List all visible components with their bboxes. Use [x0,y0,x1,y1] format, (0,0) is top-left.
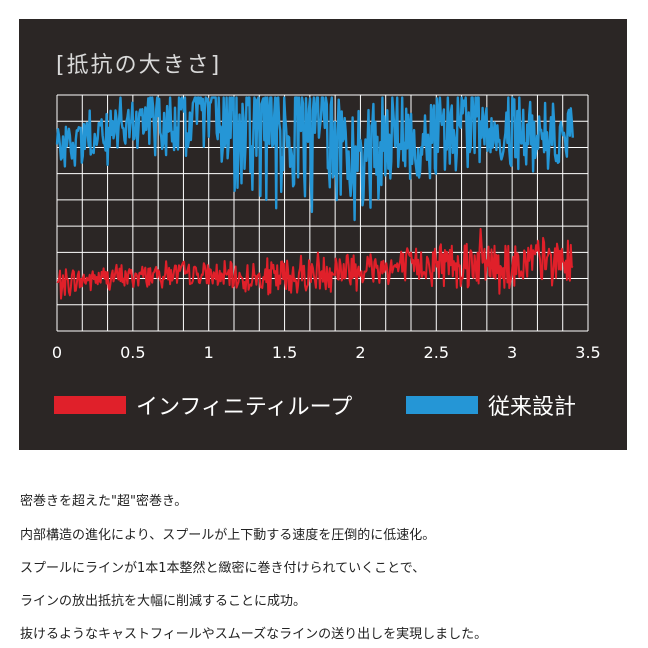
x-tick-label: 1 [203,343,214,362]
description-line-4: ラインの放出抵抗を大幅に削減することに成功。 [20,594,307,609]
x-tick-label: 0 [51,343,63,362]
legend-label-conventional: 従来設計 [488,395,577,420]
series-line-conventional [55,96,574,222]
description-line-2: 内部構造の進化により、スプールが上下動する速度を圧倒的に低速化。 [20,528,436,543]
description-line-1: 密巻きを超えた"超"密巻き。 [20,494,188,509]
description-line-3: スプールにラインが1本1本整然と緻密に巻き付けられていくことで、 [20,561,426,576]
legend-swatch-conventional [406,396,478,414]
x-tick-label: 2 [355,343,366,362]
x-tick-label: 1.5 [271,343,298,362]
chart-title: [抵抗の大きさ] [56,53,222,78]
legend-label-infinity-loop: インフィニティループ [136,395,353,420]
chart-panel [19,19,627,450]
legend-swatch-infinity-loop [54,396,126,414]
x-tick-label: 0.5 [120,343,146,362]
x-tick-label: 3 [507,343,518,362]
x-tick-label: 3.5 [575,343,601,362]
x-tick-label: 2.5 [423,343,450,362]
series-layer [55,96,574,300]
series-line-infinity-loop [56,227,574,300]
description-line-5: 抜けるようなキャストフィールやスムーズなラインの送り出しを実現しました。 [20,627,488,642]
